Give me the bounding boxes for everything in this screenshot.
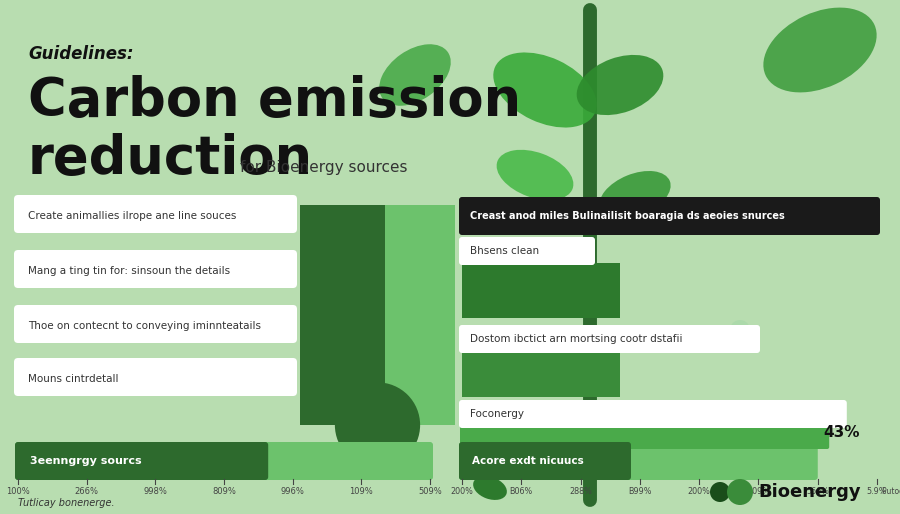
Text: 809%: 809% xyxy=(212,487,236,496)
Circle shape xyxy=(710,482,730,502)
Ellipse shape xyxy=(577,55,663,115)
Text: Dostom ibctict arn mortsing cootr dstafii: Dostom ibctict arn mortsing cootr dstafi… xyxy=(470,334,682,344)
Circle shape xyxy=(730,320,750,340)
FancyBboxPatch shape xyxy=(15,442,433,480)
Ellipse shape xyxy=(763,8,877,93)
Text: 5.9%: 5.9% xyxy=(867,487,887,496)
Ellipse shape xyxy=(493,52,597,127)
Text: B06%: B06% xyxy=(509,487,533,496)
FancyBboxPatch shape xyxy=(459,237,595,265)
Text: Bhsens clean: Bhsens clean xyxy=(470,246,539,256)
Ellipse shape xyxy=(497,150,573,200)
Text: Putootternd ornery: Putootternd ornery xyxy=(882,487,900,496)
Text: Create animallies ilrope ane line souces: Create animallies ilrope ane line souces xyxy=(28,211,237,221)
Text: 100%: 100% xyxy=(6,487,30,496)
Text: 3eenngrgy sourcs: 3eenngrgy sourcs xyxy=(30,456,141,466)
Text: for Bioenergy sources: for Bioenergy sources xyxy=(240,160,408,175)
Text: B99%: B99% xyxy=(628,487,652,496)
Text: Acore exdt nicuucs: Acore exdt nicuucs xyxy=(472,456,584,466)
Text: Mouns cintrdetall: Mouns cintrdetall xyxy=(28,374,119,384)
FancyBboxPatch shape xyxy=(459,197,880,235)
FancyBboxPatch shape xyxy=(14,195,297,233)
Ellipse shape xyxy=(379,44,451,106)
Text: 200%: 200% xyxy=(451,487,473,496)
Text: 998%: 998% xyxy=(143,487,167,496)
Text: 566%: 566% xyxy=(806,487,829,496)
Text: Bioenergy: Bioenergy xyxy=(758,483,860,501)
Bar xyxy=(300,205,385,425)
Text: Guidelines:: Guidelines: xyxy=(28,45,133,63)
Text: Carbon emission: Carbon emission xyxy=(28,75,521,127)
FancyBboxPatch shape xyxy=(460,425,829,449)
FancyBboxPatch shape xyxy=(459,325,760,353)
Text: 509%: 509% xyxy=(747,487,770,496)
FancyBboxPatch shape xyxy=(14,358,297,396)
Ellipse shape xyxy=(335,382,420,468)
Text: Tutlicay bonenerge.: Tutlicay bonenerge. xyxy=(18,498,114,508)
Circle shape xyxy=(727,479,753,505)
Ellipse shape xyxy=(473,476,507,500)
FancyBboxPatch shape xyxy=(14,305,297,343)
Text: 43%: 43% xyxy=(823,425,860,440)
Text: 200%: 200% xyxy=(688,487,711,496)
Text: Mang a ting tin for: sinsoun the details: Mang a ting tin for: sinsoun the details xyxy=(28,266,230,276)
FancyBboxPatch shape xyxy=(459,400,847,428)
FancyBboxPatch shape xyxy=(459,442,818,480)
FancyBboxPatch shape xyxy=(459,442,631,480)
Text: 509%: 509% xyxy=(418,487,442,496)
Bar xyxy=(385,205,455,425)
Bar xyxy=(462,263,620,318)
Text: Foconergy: Foconergy xyxy=(470,409,524,419)
FancyBboxPatch shape xyxy=(14,250,297,288)
Text: reduction: reduction xyxy=(28,133,313,185)
Text: 109%: 109% xyxy=(349,487,373,496)
FancyBboxPatch shape xyxy=(15,442,268,480)
Ellipse shape xyxy=(599,171,670,219)
Text: Thoe on contecnt to conveying iminnteatails: Thoe on contecnt to conveying iminnteata… xyxy=(28,321,261,331)
Text: 996%: 996% xyxy=(281,487,304,496)
Text: Creast anod miles Bulinailisit boaragia ds aeoies snurces: Creast anod miles Bulinailisit boaragia … xyxy=(470,211,785,221)
Text: 266%: 266% xyxy=(75,487,99,496)
Bar xyxy=(462,352,620,397)
Text: 288%: 288% xyxy=(569,487,592,496)
